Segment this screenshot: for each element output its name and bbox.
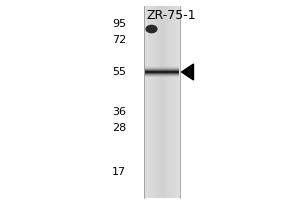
Bar bbox=[164, 6, 165, 198]
Bar bbox=[148, 6, 149, 198]
Text: 17: 17 bbox=[112, 167, 126, 177]
Bar bbox=[169, 6, 170, 198]
Text: 28: 28 bbox=[112, 123, 126, 133]
Bar bbox=[165, 6, 166, 198]
Bar bbox=[145, 72, 179, 73]
Bar bbox=[159, 6, 160, 198]
Bar bbox=[145, 6, 146, 198]
Bar bbox=[172, 6, 173, 198]
Bar bbox=[178, 6, 179, 198]
Bar bbox=[158, 6, 159, 198]
Bar bbox=[162, 6, 163, 198]
Bar bbox=[149, 6, 150, 198]
Bar bbox=[155, 6, 156, 198]
Bar bbox=[161, 6, 162, 198]
Bar bbox=[174, 6, 175, 198]
Bar bbox=[160, 6, 161, 198]
Bar bbox=[145, 75, 179, 76]
Bar bbox=[175, 6, 176, 198]
Bar bbox=[168, 6, 169, 198]
Bar bbox=[152, 6, 153, 198]
Text: 95: 95 bbox=[112, 19, 126, 29]
Bar bbox=[154, 6, 155, 198]
Bar bbox=[151, 6, 152, 198]
Bar bbox=[145, 71, 179, 72]
Circle shape bbox=[146, 25, 157, 33]
Text: 72: 72 bbox=[112, 35, 126, 45]
Bar bbox=[145, 69, 179, 70]
Bar bbox=[171, 6, 172, 198]
Bar bbox=[173, 6, 174, 198]
Bar bbox=[147, 6, 148, 198]
Bar bbox=[179, 6, 180, 198]
Bar bbox=[153, 6, 154, 198]
Bar bbox=[163, 6, 164, 198]
Bar bbox=[145, 76, 179, 77]
Bar bbox=[146, 6, 147, 198]
Bar bbox=[145, 73, 179, 74]
Bar bbox=[166, 6, 167, 198]
Bar bbox=[176, 6, 177, 198]
Bar bbox=[177, 6, 178, 198]
Polygon shape bbox=[182, 64, 194, 80]
Bar bbox=[145, 68, 179, 69]
Bar bbox=[156, 6, 157, 198]
Text: ZR-75-1: ZR-75-1 bbox=[146, 9, 196, 22]
Bar bbox=[150, 6, 151, 198]
Bar bbox=[145, 70, 179, 71]
Bar bbox=[157, 6, 158, 198]
Bar bbox=[145, 74, 179, 75]
Bar bbox=[145, 67, 179, 68]
Text: 55: 55 bbox=[112, 67, 126, 77]
Bar bbox=[144, 6, 145, 198]
Text: 36: 36 bbox=[112, 107, 126, 117]
Bar bbox=[167, 6, 168, 198]
Bar bbox=[170, 6, 171, 198]
Bar bbox=[145, 66, 179, 67]
